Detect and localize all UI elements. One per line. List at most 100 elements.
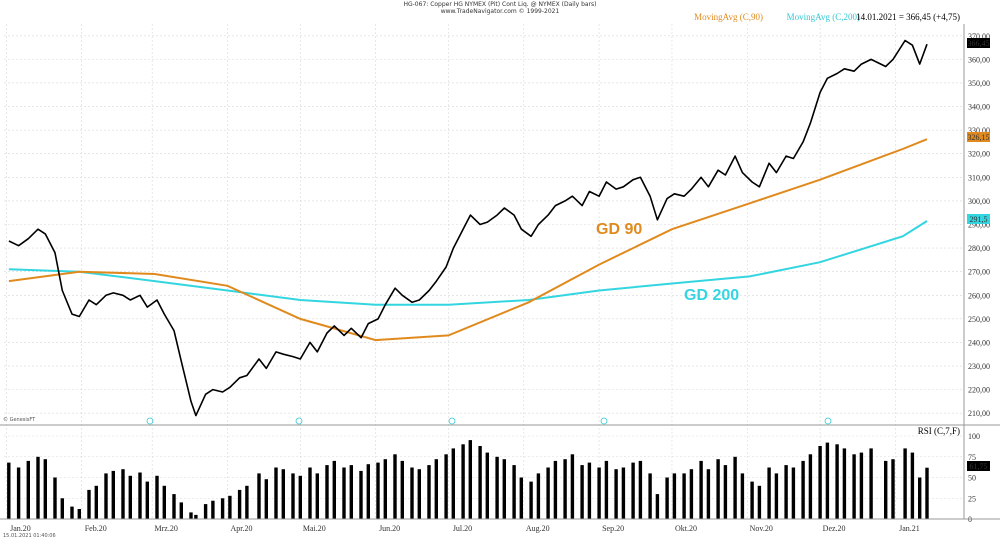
rsi-bar	[417, 469, 421, 519]
price-axis: 210,00 220,00 230,00 240,00 250,00 260,00 270,…	[968, 32, 990, 418]
rsi-bar	[298, 475, 302, 519]
rsi-bar	[383, 459, 387, 519]
month-tick-label: Aug.20	[526, 524, 550, 533]
rsi-bar	[128, 475, 132, 519]
rsi-bar	[274, 467, 278, 519]
price-tick-label: 270,00	[968, 268, 990, 277]
rsi-bar	[400, 460, 404, 519]
rsi-bar	[70, 506, 74, 519]
month-tick-label: Nov.20	[750, 524, 773, 533]
rsi-bar	[43, 459, 47, 519]
rsi-bar	[563, 459, 567, 519]
rsi-bar	[808, 454, 813, 519]
rsi-bar	[189, 512, 193, 519]
rsi-bar	[444, 454, 448, 519]
rsi-bar	[774, 473, 779, 519]
month-tick-label: Apr.20	[230, 524, 252, 533]
rsi-bar	[291, 473, 295, 519]
rsi-bar	[104, 473, 108, 519]
rsi-bar	[393, 454, 397, 519]
rsi-bar	[699, 460, 703, 519]
rsi-bar	[237, 489, 242, 519]
rsi-bar	[665, 477, 669, 519]
badge-rsi: 61,75	[967, 461, 990, 471]
rsi-bar	[87, 489, 91, 519]
month-tick-label: Dez.20	[823, 524, 846, 533]
month-tick-label: Jul.20	[453, 524, 472, 533]
rsi-bar	[366, 464, 370, 519]
price-tick-label: 260,00	[968, 291, 990, 300]
chart-title: HG-067: Copper HG NYMEX (Pit) Cont Liq. …	[403, 1, 596, 8]
month-tick-label: Feb.20	[85, 524, 107, 533]
rsi-bar	[16, 467, 21, 519]
price-tick-label: 340,00	[968, 103, 990, 112]
month-tick-label: Okt.20	[675, 524, 697, 533]
rsi-bar	[468, 440, 472, 519]
rsi-bar	[203, 504, 208, 519]
series-line-ma90	[8, 138, 928, 342]
rsi-bar	[682, 473, 686, 519]
rsi-bar	[26, 460, 30, 519]
rsi-bar	[750, 481, 754, 519]
month-tick-label: Mai.20	[303, 524, 326, 533]
rsi-bar	[519, 477, 523, 519]
rsi-bar	[852, 454, 856, 519]
rsi-bar	[257, 473, 261, 519]
rsi-bar	[7, 462, 11, 519]
rsi-bar	[614, 469, 618, 519]
legend-ma90: MovingAvg (C,90)	[694, 12, 763, 22]
rsi-bar	[580, 465, 584, 519]
series-line-ma200	[8, 220, 928, 306]
rsi-bar	[342, 467, 346, 519]
price-tick-label: 350,00	[968, 79, 990, 88]
rsi-bars	[7, 440, 929, 520]
badge-ma90-text: 326,15	[968, 133, 990, 142]
legend-readout: 14.01.2021 = 366,45 (+4,75)	[856, 12, 960, 22]
rsi-tick-label: 75	[968, 453, 976, 462]
rsi-tick-label: 50	[968, 474, 976, 483]
rsi-bar	[434, 459, 438, 519]
rsi-bar	[884, 460, 888, 519]
rsi-bar	[891, 459, 895, 519]
rsi-bar	[512, 465, 516, 519]
footer-timestamp: 15.01.2021 01:40:06	[3, 533, 56, 539]
rsi-bar	[138, 472, 142, 519]
price-grid	[4, 24, 964, 519]
rsi-bar	[94, 485, 98, 519]
price-tick-label: 220,00	[968, 386, 990, 395]
rsi-bar	[228, 495, 232, 519]
rsi-bar	[461, 444, 465, 519]
rsi-bar	[36, 456, 40, 520]
rsi-bar	[546, 467, 550, 519]
rsi-tick-label: 25	[968, 494, 976, 503]
price-tick-label: 240,00	[968, 338, 990, 347]
badge-ma200-text: 291,5	[970, 215, 988, 224]
rsi-bar	[529, 481, 533, 519]
rsi-bar	[757, 485, 762, 519]
rsi-bar	[733, 456, 737, 520]
rsi-bar	[376, 462, 380, 519]
price-tick-label: 230,00	[968, 362, 990, 371]
price-tick-label: 290,00	[968, 221, 990, 230]
rsi-bar	[245, 485, 249, 519]
rsi-bar	[211, 500, 215, 519]
event-markers	[146, 417, 832, 425]
badge-rsi-text: 61,75	[970, 462, 988, 471]
rsi-bar	[325, 465, 329, 519]
rsi-bar	[53, 477, 57, 519]
rsi-bar	[315, 473, 319, 519]
rsi-bar	[427, 465, 431, 519]
rsi-bar	[723, 465, 728, 519]
price-tick-label: 310,00	[968, 173, 990, 182]
rsi-bar	[918, 477, 922, 519]
rsi-bar	[801, 460, 805, 519]
price-tick-label: 250,00	[968, 315, 990, 324]
price-tick-label: 360,00	[968, 55, 990, 64]
rsi-bar	[349, 465, 353, 519]
price-tick-label: 320,00	[968, 150, 990, 159]
annotation-gd90: GD 90	[596, 221, 642, 238]
price-tick-label: 330,00	[968, 126, 990, 135]
rsi-bar	[410, 467, 414, 519]
rsi-bar	[604, 460, 609, 519]
rsi-bar	[638, 460, 643, 519]
